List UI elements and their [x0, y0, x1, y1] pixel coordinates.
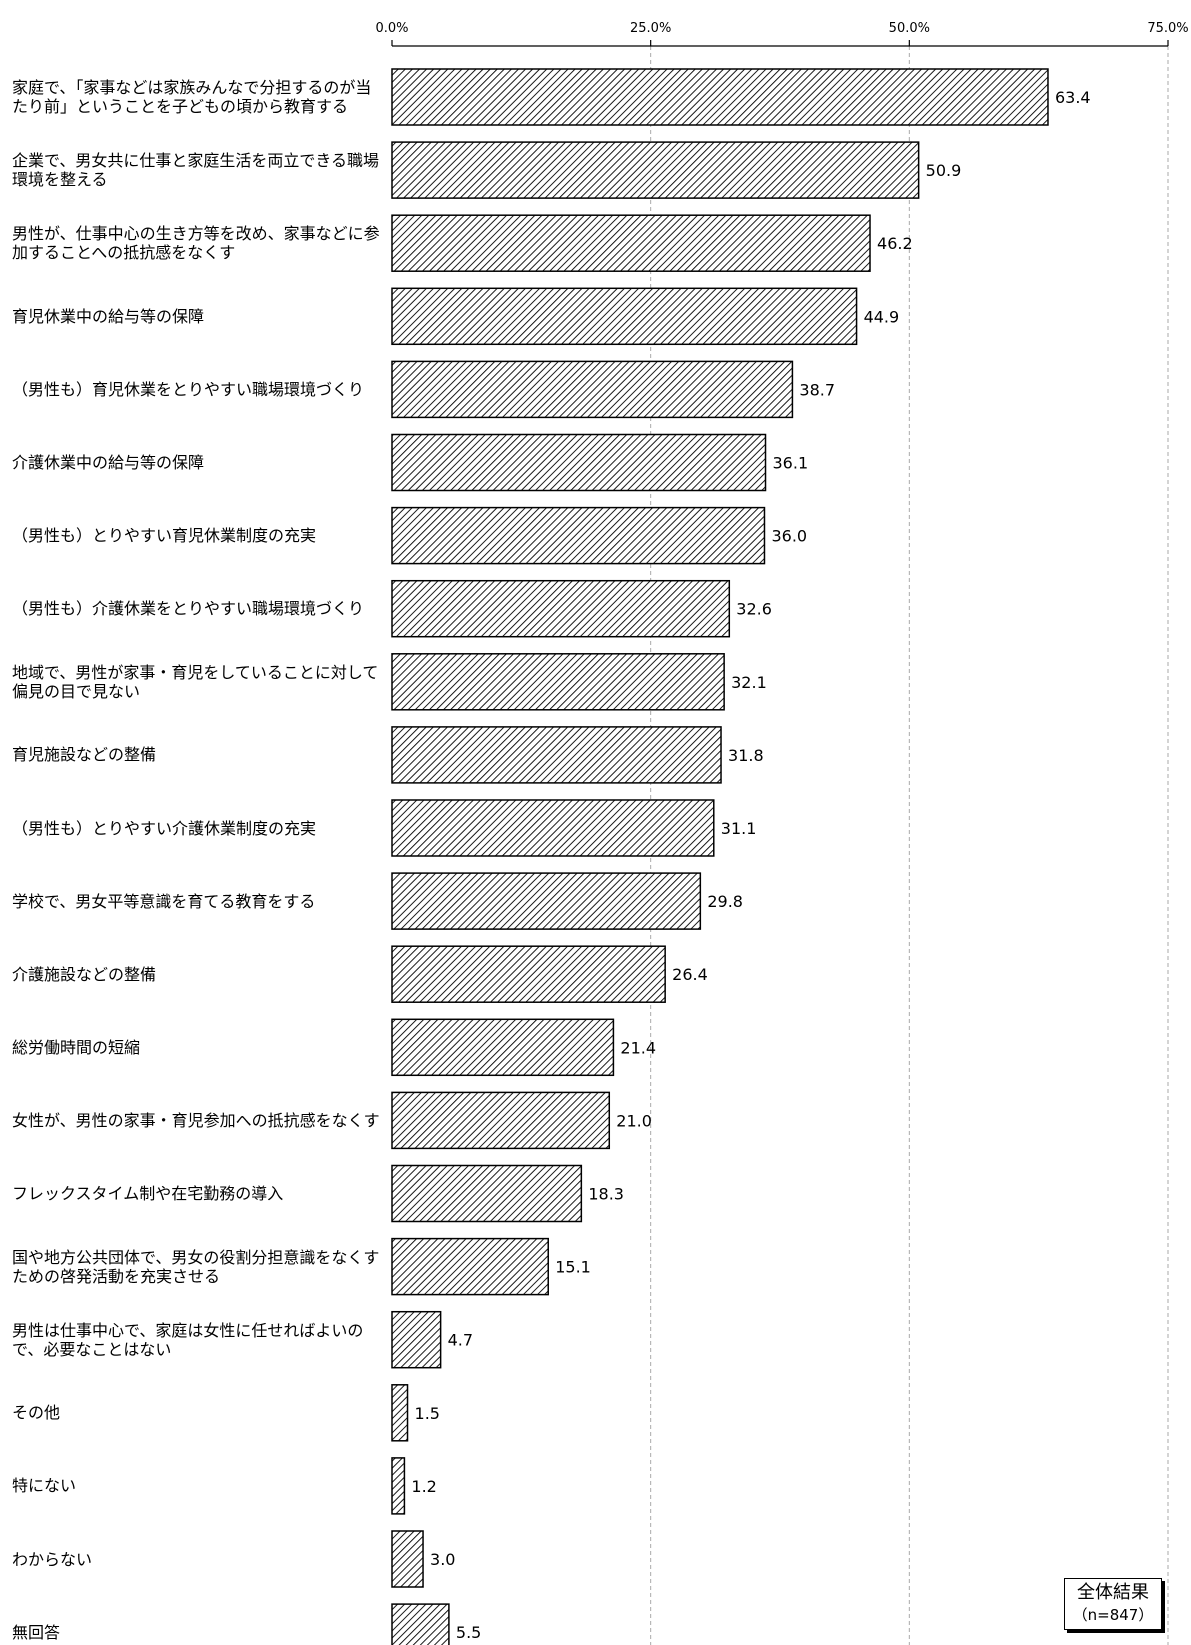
value-label: 31.1: [721, 819, 757, 838]
category-label: 企業で、男女共に仕事と家庭生活を両立できる職場環境を整える: [12, 151, 380, 190]
value-label: 44.9: [864, 307, 900, 326]
value-label: 26.4: [672, 965, 708, 984]
bar: [391, 579, 731, 638]
category-label: その他: [12, 1403, 61, 1423]
bar: [391, 799, 715, 857]
bar: [391, 68, 1049, 126]
category-label: 家庭で、「家事などは家族みんなで分担するのが当たり前」ということを子どもの頃から…: [12, 78, 372, 116]
category-label: 育児休業中の給与等の保障: [12, 306, 205, 326]
x-tick-label: 75.0%: [1147, 21, 1188, 36]
category-label: 特にない: [12, 1476, 77, 1496]
value-label: 18.3: [588, 1185, 624, 1204]
bar: [391, 506, 766, 565]
category-label: 育児施設などの整備: [12, 745, 157, 765]
bar: [391, 653, 725, 711]
category-label: 地域で、男性が家事・育児をしていることに対して偏見の目で見ない: [12, 662, 379, 701]
value-label: 1.5: [415, 1404, 440, 1423]
value-label: 21.4: [620, 1038, 656, 1057]
value-label: 29.8: [707, 892, 743, 911]
gridlines: [650, 46, 1169, 1645]
category-label: （男性も）介護休業をとりやすい職場環境づくり: [12, 599, 365, 619]
x-tick-label: 0.0%: [375, 21, 408, 36]
category-label: わからない: [12, 1549, 93, 1569]
bar: [391, 872, 702, 930]
bar: [391, 1384, 409, 1442]
value-label: 31.8: [728, 746, 764, 765]
value-label: 36.1: [773, 454, 809, 473]
category-label: 男性が、仕事中心の生き方等を改め、家事などに参加することへの抵抗感をなくす: [12, 224, 380, 263]
bar: [391, 1091, 611, 1150]
value-label: 3.0: [430, 1550, 455, 1569]
bar: [391, 1310, 442, 1369]
bar: [391, 1457, 406, 1515]
value-label: 32.6: [736, 600, 772, 619]
bar: [391, 945, 666, 1003]
bar: [391, 287, 858, 346]
value-label: 63.4: [1055, 88, 1091, 107]
x-tick-label: 50.0%: [889, 21, 930, 36]
bar: [391, 433, 767, 492]
category-label: 無回答: [12, 1622, 61, 1642]
legend: 全体結果 （n=847）: [1064, 1578, 1162, 1630]
value-labels: 63.4 50.9 46.2 44.9 38.7 36.1 36.0 32.6 32.1 31.8…: [411, 88, 1090, 1642]
value-label: 50.9: [926, 161, 962, 180]
value-label: 1.2: [411, 1477, 436, 1496]
value-label: 38.7: [799, 380, 835, 399]
value-label: 36.0: [771, 527, 807, 546]
value-label: 4.7: [448, 1331, 473, 1350]
bar: [391, 360, 794, 419]
category-label: フレックスタイム制や在宅勤務の導入: [12, 1184, 284, 1203]
category-label: 介護休業中の給与等の保障: [12, 453, 205, 472]
value-label: 5.5: [456, 1623, 481, 1642]
bar: [391, 1603, 450, 1645]
category-label: 女性が、男性の家事・育児参加への抵抗感をなくす: [12, 1110, 380, 1130]
value-label: 15.1: [555, 1258, 591, 1277]
bars: [391, 68, 1049, 1645]
x-axis: 0.0% 25.0% 50.0% 75.0%: [375, 21, 1189, 47]
category-label: 国や地方公共団体で、男女の役割分担意識をなくすための啓発活動を充実させる: [12, 1247, 380, 1286]
legend-title: 全体結果: [1077, 1582, 1149, 1603]
bar: [391, 214, 871, 272]
bar: [391, 1530, 424, 1588]
bar: [391, 141, 920, 199]
value-label: 21.0: [616, 1111, 652, 1130]
bar: [391, 1164, 583, 1223]
bar: [391, 726, 722, 784]
bar: [391, 1237, 549, 1296]
x-tick-label: 25.0%: [630, 21, 671, 36]
category-label: （男性も）とりやすい介護休業制度の充実: [12, 818, 317, 838]
category-label: （男性も）育児休業をとりやすい職場環境づくり: [12, 379, 365, 399]
category-label: 総労働時間の短縮: [12, 1037, 141, 1057]
category-label: 介護施設などの整備: [12, 964, 157, 984]
value-label: 46.2: [877, 234, 913, 253]
category-label: 男性は仕事中心で、家庭は女性に任せればよいので、必要なことはない: [12, 1320, 364, 1359]
category-label: （男性も）とりやすい育児休業制度の充実: [12, 526, 317, 546]
legend-sample-size: （n=847）: [1072, 1606, 1154, 1624]
category-label: 学校で、男女平等意識を育てる教育をする: [12, 891, 316, 911]
value-label: 32.1: [731, 673, 767, 692]
bar: [391, 1018, 615, 1077]
